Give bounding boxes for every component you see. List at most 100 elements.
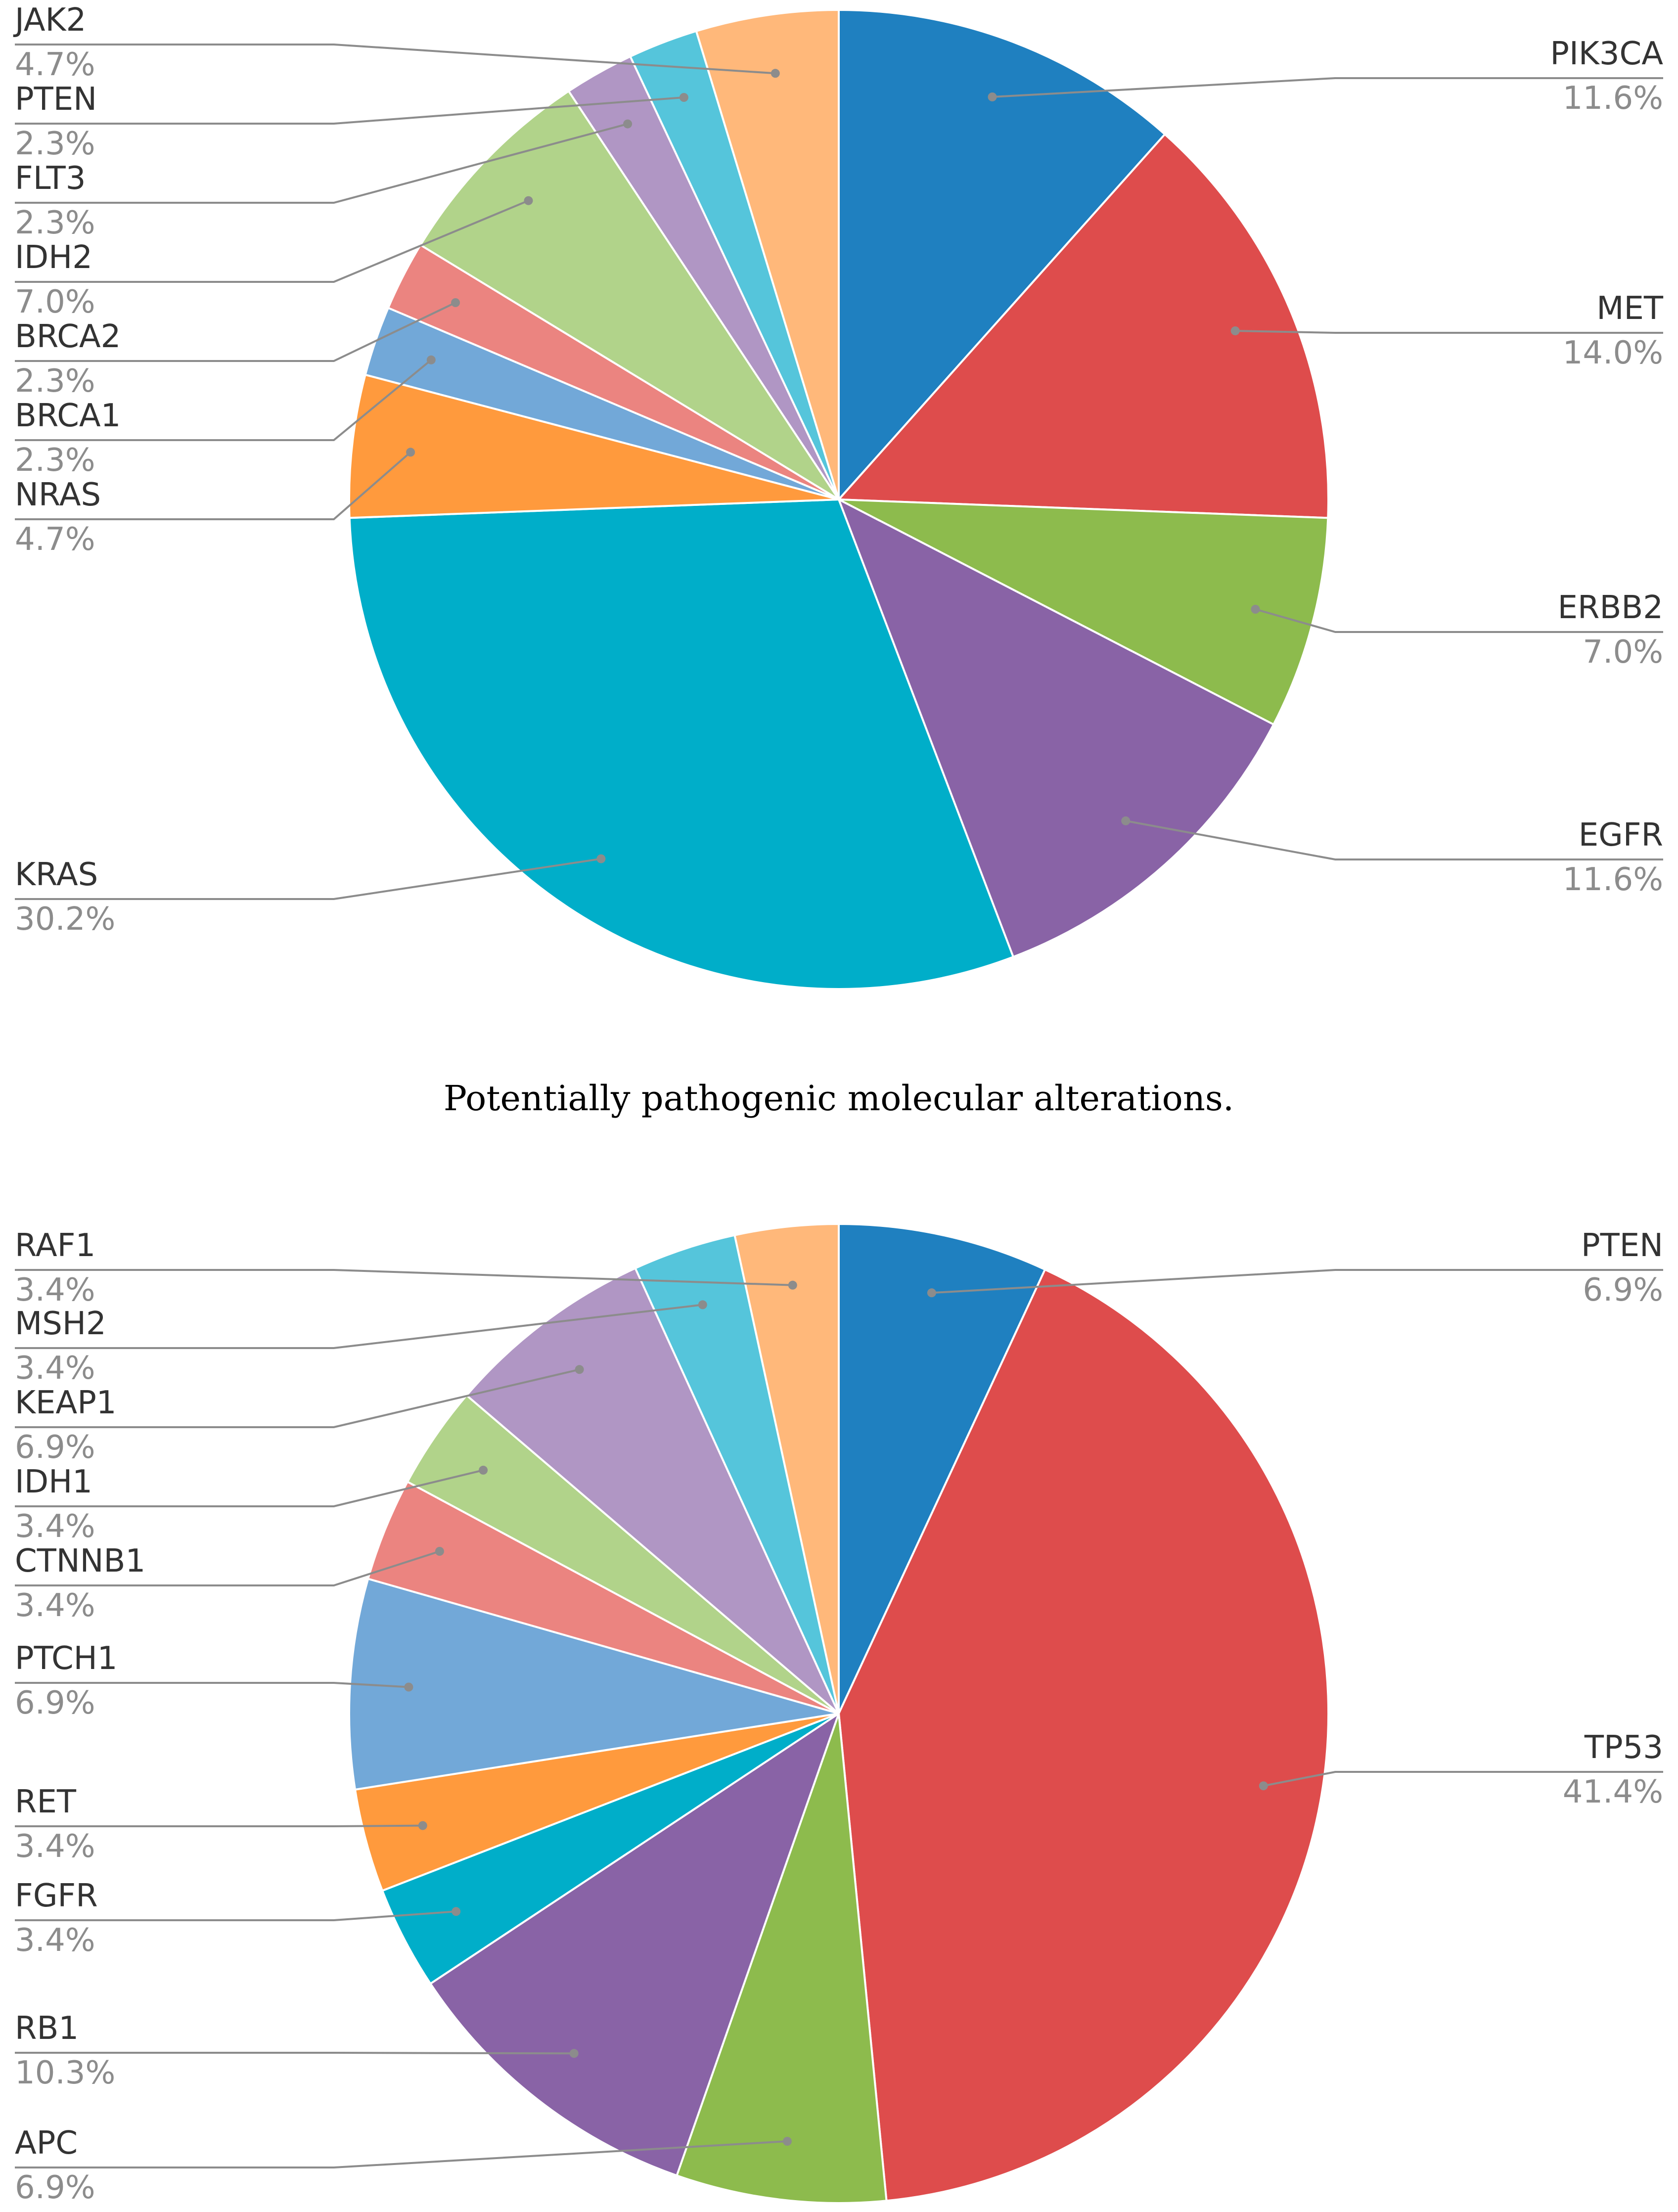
leader-dot-egfr xyxy=(1121,816,1131,825)
slice-percent-brca2: 2.3% xyxy=(15,363,95,400)
slice-percent-kras: 30.2% xyxy=(15,901,115,938)
slice-percent-erbb2: 7.0% xyxy=(1583,634,1663,671)
slice-label-jak2: JAK2 xyxy=(13,2,86,39)
leader-dot-jak2 xyxy=(771,69,780,78)
leader-line-kras xyxy=(15,858,601,900)
leader-dot-raf1 xyxy=(788,1280,797,1290)
leader-dot-tp53 xyxy=(1259,1781,1268,1791)
slice-label-met: MET xyxy=(1596,290,1664,327)
leader-dot-ptch1 xyxy=(404,1682,413,1692)
leader-dot-ret xyxy=(418,1821,427,1830)
slice-label-egfr: EGFR xyxy=(1579,817,1663,854)
leader-dot-kras xyxy=(596,854,606,863)
slice-label-ctnnb1: CTNNB1 xyxy=(15,1543,145,1580)
leader-dot-nras xyxy=(406,448,415,457)
slice-percent-tp53: 41.4% xyxy=(1563,1774,1663,1810)
leader-line-apc xyxy=(15,2140,788,2168)
leader-line-brca1 xyxy=(15,359,432,441)
slice-label-msh2: MSH2 xyxy=(15,1306,106,1342)
slice-label-kras: KRAS xyxy=(15,857,98,893)
leader-dot-fgfr xyxy=(452,1907,461,1916)
slice-percent-flt3: 2.3% xyxy=(15,205,95,241)
leader-line-fgfr xyxy=(15,1910,456,1921)
leader-line-msh2 xyxy=(15,1304,703,1349)
pie-slice-rb1 xyxy=(429,1711,841,2177)
pie-slice-jak2 xyxy=(695,8,840,500)
leader-dot-apc xyxy=(782,2137,792,2146)
figure-caption: Potentially pathogenic molecular alterat… xyxy=(444,1078,1234,1119)
slice-label-erbb2: ERBB2 xyxy=(1558,589,1663,626)
leader-dot-pik3ca xyxy=(988,92,997,101)
leader-dot-pten xyxy=(679,93,688,102)
leader-dot-rb1 xyxy=(569,2049,579,2058)
slice-label-keap1: KEAP1 xyxy=(15,1385,117,1421)
leader-dot-brca1 xyxy=(426,355,436,364)
slice-label-ret: RET xyxy=(15,1784,77,1820)
leader-line-pten xyxy=(15,96,684,125)
slice-percent-pik3ca: 11.6% xyxy=(1563,80,1663,117)
slice-percent-msh2: 3.4% xyxy=(15,1350,95,1387)
leader-line-brca2 xyxy=(15,302,456,362)
slice-percent-egfr: 11.6% xyxy=(1563,861,1663,898)
slice-percent-idh2: 7.0% xyxy=(15,284,95,320)
slice-label-idh2: IDH2 xyxy=(15,239,92,276)
slice-label-raf1: RAF1 xyxy=(15,1227,95,1264)
pie-slice-ctnnb1 xyxy=(366,1480,839,1715)
slice-label-pik3ca: PIK3CA xyxy=(1550,36,1663,72)
slice-percent-raf1: 3.4% xyxy=(15,1272,95,1309)
slice-label-pten: PTEN xyxy=(1581,1227,1663,1264)
leader-line-ptch1 xyxy=(15,1682,409,1688)
slice-label-brca1: BRCA1 xyxy=(15,398,121,434)
leader-dot-erbb2 xyxy=(1251,605,1260,614)
slice-percent-ptch1: 6.9% xyxy=(15,1685,95,1721)
pie-slice-erbb2 xyxy=(838,498,1329,726)
leader-line-idh2 xyxy=(15,199,529,283)
pie-labels: PIK3CA 11.6% MET 14.0% ERBB2 7.0% EGFR 11.6% KRA… xyxy=(13,2,1664,938)
leader-line-pten xyxy=(931,1269,1663,1294)
slice-label-apc: APC xyxy=(15,2125,78,2162)
slice-percent-fgfr: 3.4% xyxy=(15,1922,95,1959)
leader-line-nras xyxy=(15,451,411,520)
slice-label-idh1: IDH1 xyxy=(15,1464,92,1500)
leader-line-pik3ca xyxy=(992,77,1663,98)
leader-dot-flt3 xyxy=(623,119,633,129)
leader-line-raf1 xyxy=(15,1269,793,1286)
slice-percent-brca1: 2.3% xyxy=(15,442,95,479)
leader-dot-keap1 xyxy=(575,1365,584,1374)
pie-slice-egfr xyxy=(837,497,1275,958)
slice-label-rb1: RB1 xyxy=(15,2010,79,2047)
slice-percent-pten: 6.9% xyxy=(1583,1272,1663,1309)
slice-label-nras: NRAS xyxy=(15,477,101,513)
slice-percent-ctnnb1: 3.4% xyxy=(15,1587,95,1624)
leader-line-jak2 xyxy=(15,44,775,75)
pie-slice-pten xyxy=(838,1222,1046,1714)
pie-slice-raf1 xyxy=(733,1222,840,1714)
leader-line-tp53 xyxy=(1263,1771,1663,1787)
leader-line-egfr xyxy=(1125,819,1663,860)
leader-line-met xyxy=(1235,330,1663,334)
leader-dot-met xyxy=(1230,326,1240,335)
slice-percent-jak2: 4.7% xyxy=(15,46,95,83)
slice-label-flt3: FLT3 xyxy=(15,160,86,197)
pie-chart-pathogenic: PIK3CA 11.6% MET 14.0% ERBB2 7.0% EGFR 11.6% KRA… xyxy=(13,2,1664,990)
leader-line-erbb2 xyxy=(1255,608,1663,633)
pie-slice-fgfr xyxy=(381,1713,840,1986)
slice-percent-apc: 6.9% xyxy=(15,2169,95,2206)
slice-label-fgfr: FGFR xyxy=(15,1878,98,1914)
leader-line-flt3 xyxy=(15,123,628,204)
slice-percent-idh1: 3.4% xyxy=(15,1508,95,1545)
pie-slice-tp53 xyxy=(837,1268,1330,2202)
slice-label-tp53: TP53 xyxy=(1584,1729,1663,1766)
pie-slice-msh2 xyxy=(634,1234,840,1714)
leader-line-ctnnb1 xyxy=(15,1550,440,1586)
leader-dot-idh1 xyxy=(479,1465,488,1475)
pie-slice-met xyxy=(836,133,1329,519)
slice-percent-ret: 3.4% xyxy=(15,1828,95,1865)
pie-slice-pik3ca xyxy=(838,8,1167,502)
slice-label-brca2: BRCA2 xyxy=(15,318,121,355)
slice-percent-nras: 4.7% xyxy=(15,521,95,558)
pie-slices xyxy=(348,8,1329,990)
pie-slice-nras xyxy=(348,373,839,519)
pie-slices xyxy=(348,1222,1330,2204)
